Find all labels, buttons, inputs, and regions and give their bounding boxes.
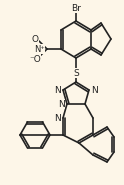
Text: Br: Br (71, 4, 81, 13)
Text: N: N (54, 85, 61, 95)
Text: N: N (91, 85, 98, 95)
Text: N⁺: N⁺ (34, 45, 45, 53)
Text: N: N (54, 114, 61, 122)
Text: S: S (73, 68, 79, 78)
Text: ⁻O: ⁻O (29, 55, 41, 63)
Text: N: N (58, 100, 65, 108)
Text: O: O (31, 34, 38, 43)
